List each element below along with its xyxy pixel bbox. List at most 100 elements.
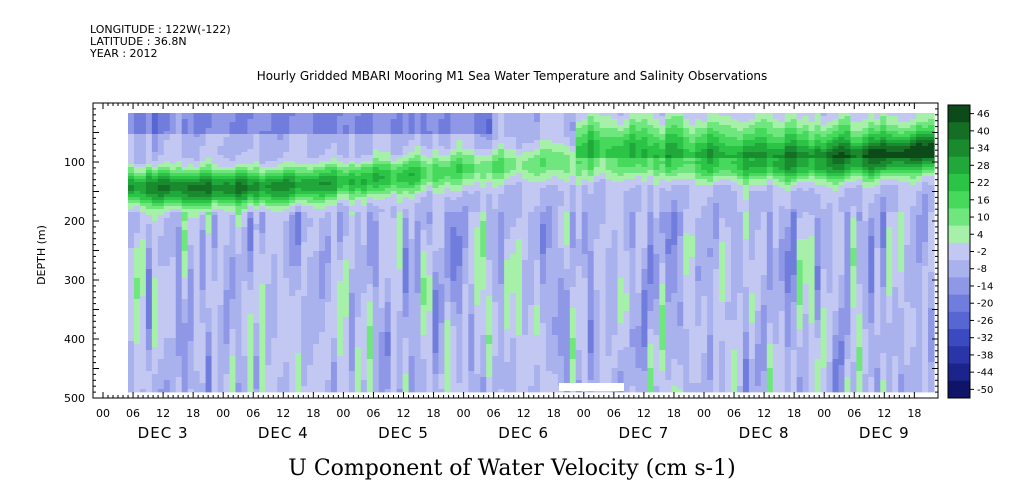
heat-cell <box>169 131 177 135</box>
heat-cell <box>330 248 338 252</box>
heat-cell <box>265 248 272 252</box>
heat-cell <box>241 383 249 387</box>
heat-cell <box>348 281 356 285</box>
heat-cell <box>426 224 434 228</box>
heat-cell <box>325 158 332 162</box>
heat-cell <box>157 155 165 159</box>
heat-cell <box>342 341 350 345</box>
heat-cell <box>157 218 165 222</box>
heat-cell <box>426 125 434 129</box>
heat-cell <box>205 245 213 249</box>
heat-cell <box>187 143 195 147</box>
heat-cell <box>432 299 440 303</box>
heat-cell <box>366 311 374 315</box>
heat-cell <box>128 350 135 354</box>
heat-cell <box>193 152 201 156</box>
heat-cell <box>145 359 153 363</box>
heat-cell <box>247 233 254 237</box>
heat-cell <box>247 149 254 153</box>
heat-cell <box>277 305 284 309</box>
heat-cell <box>384 320 392 324</box>
heat-cell <box>378 308 386 312</box>
heat-cell <box>307 119 314 123</box>
heat-cell <box>319 257 326 261</box>
heat-cell <box>277 272 284 276</box>
heat-cell <box>181 197 189 201</box>
heat-cell <box>145 125 153 129</box>
heat-cell <box>366 236 374 240</box>
heat-cell <box>295 344 302 348</box>
heat-cell <box>193 218 201 222</box>
heat-cell <box>145 353 153 357</box>
heat-cell <box>289 284 296 288</box>
heat-cell <box>396 317 404 321</box>
heat-cell <box>426 140 434 144</box>
heat-cell <box>241 182 249 186</box>
heat-cell <box>241 275 249 279</box>
heat-cell <box>295 191 302 195</box>
heat-cell <box>384 290 392 294</box>
heat-cell <box>414 284 422 288</box>
heat-cell <box>336 302 344 306</box>
heat-cell <box>133 389 141 393</box>
heat-cell <box>145 320 153 324</box>
heat-cell <box>157 152 165 156</box>
heat-cell <box>289 167 296 171</box>
heat-cell <box>396 368 404 372</box>
heat-cell <box>426 245 434 249</box>
heat-cell <box>235 218 243 222</box>
heat-cell <box>396 164 404 168</box>
heat-cell <box>438 272 446 276</box>
heat-cell <box>295 188 302 192</box>
heat-cell <box>229 287 237 291</box>
heat-cell <box>342 260 350 264</box>
heat-cell <box>133 368 141 372</box>
heat-cell <box>128 356 135 360</box>
heat-cell <box>295 158 302 162</box>
heat-cell <box>223 284 231 288</box>
heat-cell <box>289 290 296 294</box>
heat-cell <box>271 287 278 291</box>
heat-cell <box>277 251 284 255</box>
heat-cell <box>420 272 428 276</box>
heat-cell <box>366 182 374 186</box>
heat-cell <box>259 188 266 192</box>
heat-cell <box>217 206 225 210</box>
heat-cell <box>169 338 177 342</box>
heat-cell <box>396 338 404 342</box>
heat-cell <box>378 326 386 330</box>
heat-cell <box>277 329 284 333</box>
heat-cell <box>396 290 404 294</box>
heat-cell <box>187 191 195 195</box>
heat-cell <box>205 260 213 264</box>
heat-cell <box>325 281 332 285</box>
heat-cell <box>241 143 249 147</box>
heat-cell <box>402 326 410 330</box>
heat-cell <box>181 209 189 213</box>
heat-cell <box>325 368 332 372</box>
heat-cell <box>133 386 141 390</box>
heat-cell <box>151 218 159 222</box>
heat-cell <box>133 320 141 324</box>
heat-cell <box>133 350 141 354</box>
heat-cell <box>330 194 338 198</box>
heat-cell <box>432 275 440 279</box>
heat-cell <box>139 146 147 150</box>
heat-cell <box>163 167 171 171</box>
heat-cell <box>408 146 416 150</box>
heat-cell <box>414 326 422 330</box>
heat-cell <box>438 140 446 144</box>
heat-cell <box>253 341 260 345</box>
heat-cell <box>151 116 159 120</box>
heat-cell <box>205 116 213 120</box>
heat-cell <box>378 200 386 204</box>
heat-cell <box>139 371 147 375</box>
heat-cell <box>330 263 338 267</box>
heat-cell <box>187 179 195 183</box>
heat-cell <box>354 221 362 225</box>
heat-cell <box>241 116 249 120</box>
heat-cell <box>139 383 147 387</box>
heat-cell <box>372 245 380 249</box>
heat-cell <box>247 155 254 159</box>
heat-cell <box>151 224 159 228</box>
